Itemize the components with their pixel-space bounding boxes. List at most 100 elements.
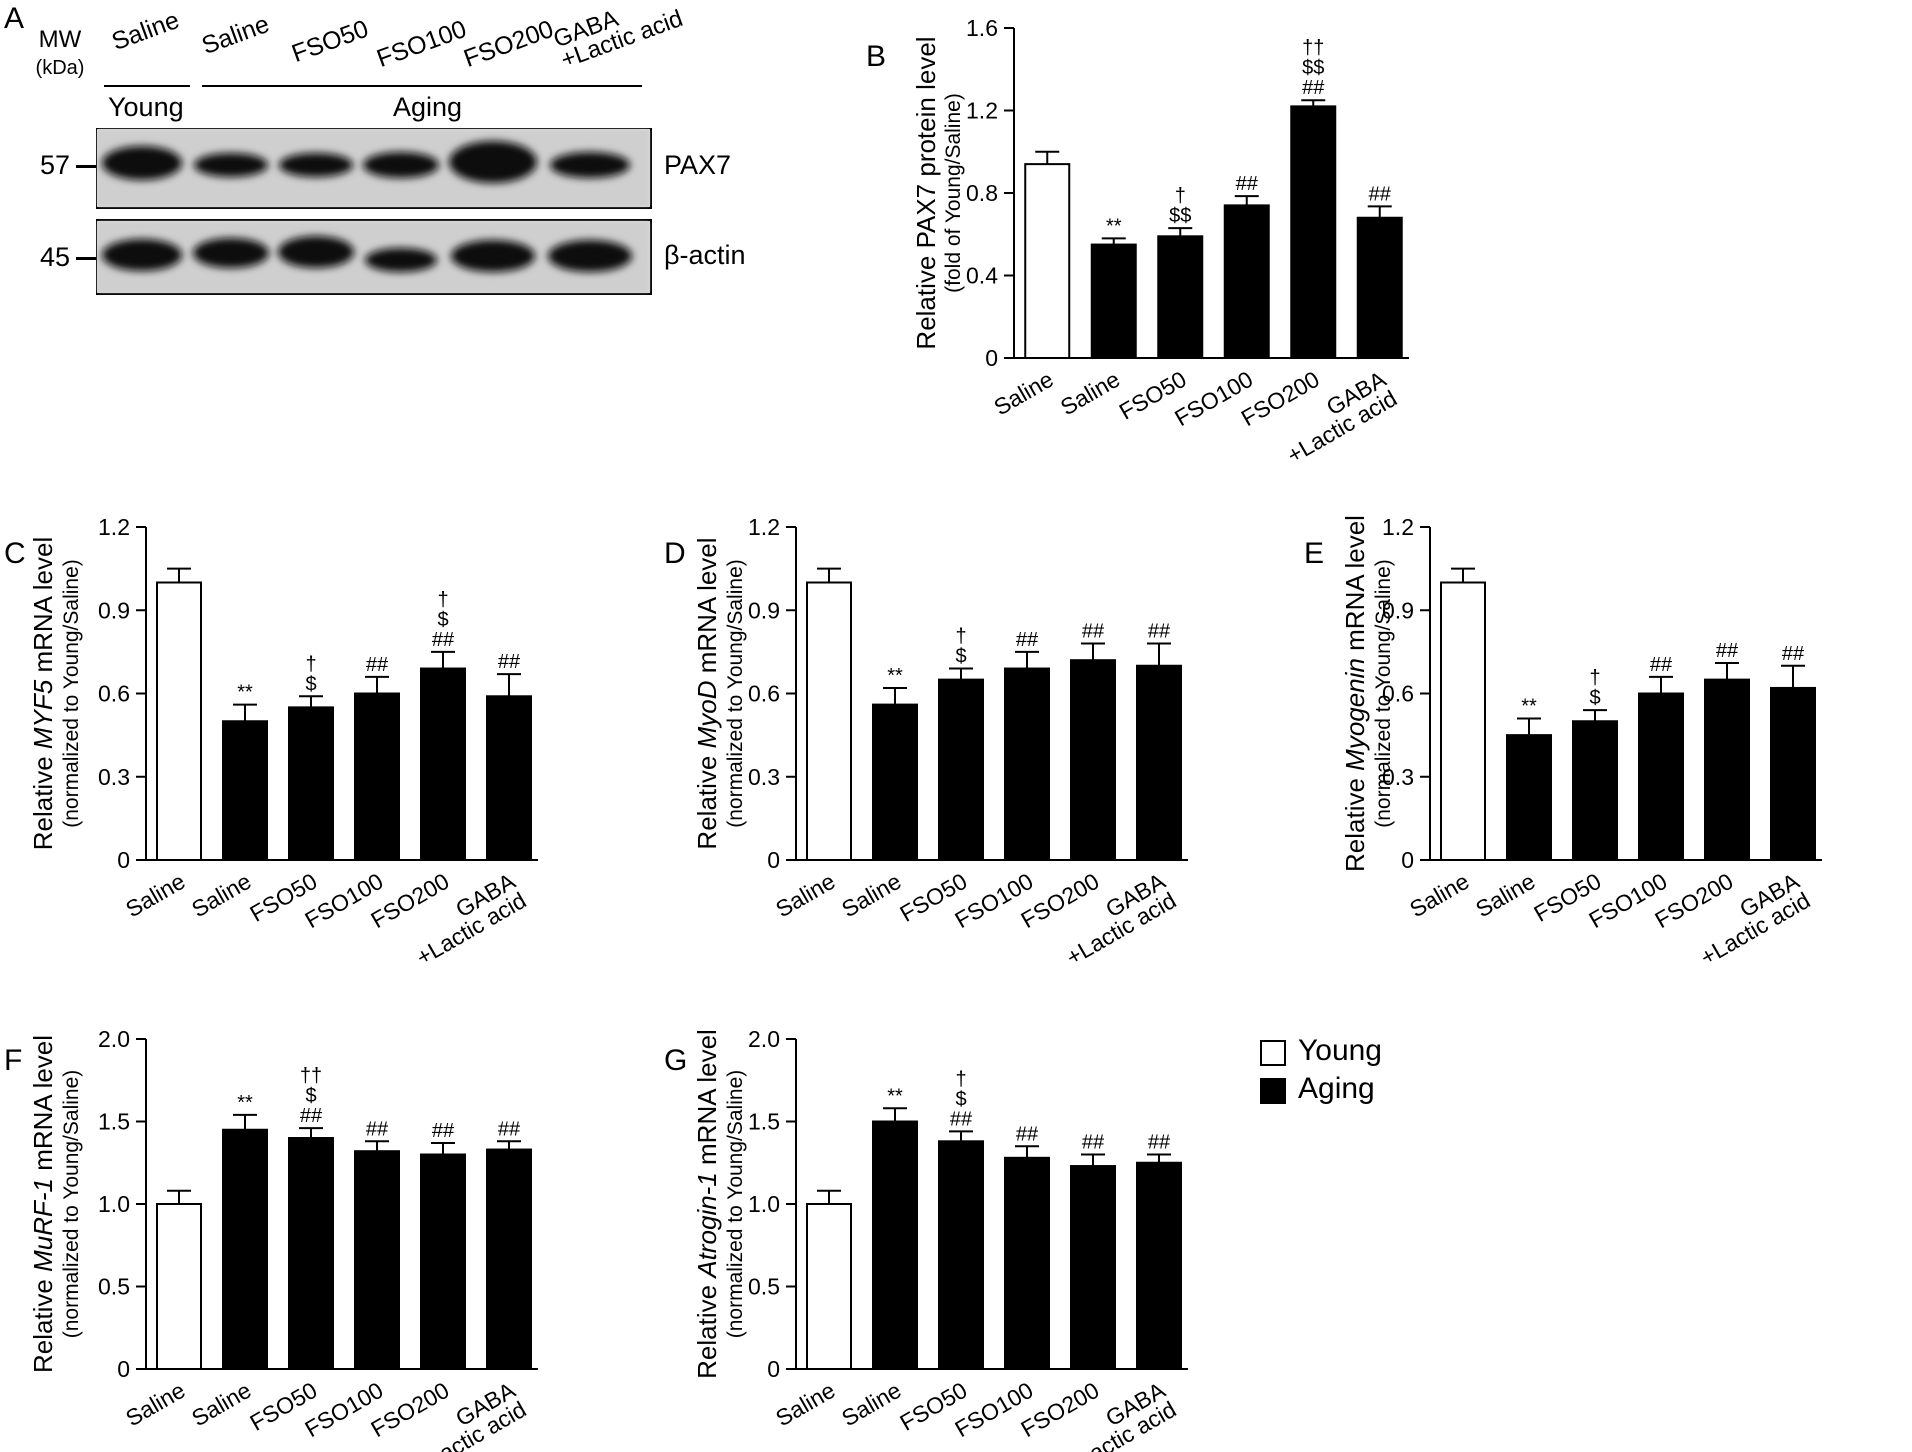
y-axis-label-part-f-0: Relative: [28, 1272, 58, 1373]
y-tick-label-b-0: 0: [985, 345, 998, 371]
annotation-d-5-0: ##: [1148, 621, 1171, 643]
annotation-b-4-2: ##: [1302, 77, 1325, 99]
y-tick-label-e-4: 1.2: [1382, 514, 1414, 540]
pax7-blot: [96, 128, 652, 209]
y-axis-label-part-d-2: mRNA level: [692, 537, 722, 680]
y-axis-label-d: Relative MyoD mRNA level: [692, 537, 722, 849]
x-tick-label-line-e-0-0: Saline: [1405, 868, 1473, 922]
y-axis-label-g: Relative Atrogin-1 mRNA level: [692, 1029, 722, 1379]
x-tick-label-line-b-1-0: Saline: [1056, 366, 1124, 420]
y-axis-label-part-e-1: Myogenin: [1340, 658, 1370, 771]
y-axis-label-part-f-1: MuRF-1: [28, 1178, 58, 1272]
annotation-d-4-0: ##: [1082, 621, 1105, 643]
annotation-g-1-0: **: [887, 1085, 903, 1107]
bar-d-1: [872, 703, 918, 861]
bar-c-2: [288, 706, 334, 861]
y-tick-label-b-3: 1.2: [966, 98, 998, 124]
legend-label-young: Young: [1298, 1034, 1382, 1067]
x-tick-label-f-0: Saline: [121, 1377, 189, 1431]
x-tick-label-c-1: Saline: [187, 868, 255, 922]
annotation-f-2-2: ##: [300, 1105, 323, 1127]
legend-swatch-aging: [1260, 1078, 1286, 1104]
y-axis-label2-e: (normalized to Young/Saline): [1372, 559, 1395, 828]
annotation-f-4-0: ##: [432, 1120, 455, 1142]
actin-band-6: [548, 240, 632, 272]
y-tick-label-b-1: 0.4: [966, 263, 998, 289]
x-tick-label-c-0: Saline: [121, 868, 189, 922]
annotation-f-2-0: ††: [300, 1065, 322, 1087]
bar-e-2: [1572, 720, 1618, 861]
x-tick-label-f-1: Saline: [187, 1377, 255, 1431]
x-tick-label-g-0: Saline: [771, 1377, 839, 1431]
annotation-g-4-0: ##: [1082, 1132, 1105, 1154]
x-tick-label-d-1: Saline: [837, 868, 905, 922]
legend-label-aging: Aging: [1298, 1072, 1375, 1105]
x-tick-label-b-1: Saline: [1056, 366, 1124, 420]
panel-letter-e: E: [1304, 537, 1324, 570]
x-tick-label-line-e-1-0: Saline: [1471, 868, 1539, 922]
mw-header: MW (kDa): [26, 26, 94, 82]
y-axis-label-part-b-0: Relative PAX7 protein level: [911, 36, 941, 349]
mw-label: MW: [38, 26, 82, 53]
x-tick-label-line-b-0-0: Saline: [989, 366, 1057, 420]
x-tick-label-line-g-0-0: Saline: [771, 1377, 839, 1431]
bar-d-2: [938, 678, 984, 861]
mw-marker-45: 45: [40, 242, 71, 272]
y-tick-label-f-3: 1.5: [98, 1109, 130, 1135]
y-axis-label-part-d-0: Relative: [692, 748, 722, 849]
annotation-g-2-0: †: [955, 1068, 966, 1090]
x-tick-label-e-0: Saline: [1405, 868, 1473, 922]
y-axis-label-part-e-2: mRNA level: [1340, 515, 1370, 658]
blot-images: [96, 128, 652, 295]
pax7-band-2: [194, 153, 268, 177]
annotation-f-2-1: $: [305, 1085, 316, 1107]
y-axis-label-part-c-0: Relative: [28, 749, 58, 850]
annotation-c-2-1: $: [305, 673, 316, 695]
y-tick-label-d-0: 0: [767, 847, 780, 873]
y-tick-label-e-0: 0: [1401, 847, 1414, 873]
y-axis-label-part-f-2: mRNA level: [28, 1035, 58, 1178]
bar-d-0: [806, 581, 852, 861]
bar-b-2: [1157, 235, 1204, 359]
actin-band-2: [193, 238, 269, 268]
annotation-e-2-1: $: [1589, 687, 1600, 709]
y-tick-label-d-2: 0.6: [748, 681, 780, 707]
pax7-band-3: [279, 153, 353, 177]
annotation-f-1-0: **: [237, 1092, 253, 1114]
bar-b-5: [1356, 216, 1403, 359]
y-tick-label-d-1: 0.3: [748, 764, 780, 790]
group-label-young: Young: [108, 92, 184, 122]
mw-unit: (kDa): [35, 57, 85, 79]
annotation-b-1-0: **: [1106, 215, 1122, 237]
y-axis-label2-g: (normalized to Young/Saline): [724, 1070, 747, 1339]
mw-tick-45: [76, 257, 96, 260]
x-tick-label-line-f-0-0: Saline: [121, 1377, 189, 1431]
panel-letter-c: C: [4, 537, 26, 570]
bar-b-1: [1090, 243, 1137, 359]
y-axis-label-b: Relative PAX7 protein level: [911, 36, 941, 349]
actin-blot: [96, 219, 652, 295]
bar-e-5: [1770, 686, 1816, 862]
bar-f-3: [354, 1150, 400, 1370]
y-tick-label-b-2: 0.8: [966, 180, 998, 206]
band-label-actin: β-actin: [664, 240, 746, 270]
annotation-b-4-1: $$: [1302, 57, 1324, 79]
y-axis-label-f: Relative MuRF-1 mRNA level: [28, 1035, 58, 1373]
mw-tick-57: [76, 165, 96, 168]
x-tick-label-line-c-1-0: Saline: [187, 868, 255, 922]
y-tick-label-b-4: 1.6: [966, 15, 998, 41]
y-tick-label-e-2: 0.6: [1382, 681, 1414, 707]
y-axis-label2-d: (normalized to Young/Saline): [724, 559, 747, 828]
y-tick-label-g-1: 0.5: [748, 1274, 780, 1300]
annotation-c-3-0: ##: [366, 654, 389, 676]
annotation-d-2-1: $: [955, 646, 966, 668]
panel-letter-d: D: [664, 537, 686, 570]
annotation-c-1-0: **: [237, 682, 253, 704]
bar-c-4: [420, 667, 466, 862]
annotation-b-5-0: ##: [1369, 183, 1392, 205]
panel-letter-g: G: [664, 1044, 687, 1077]
pax7-band-6: [550, 152, 630, 178]
annotation-c-4-1: $: [437, 609, 448, 631]
